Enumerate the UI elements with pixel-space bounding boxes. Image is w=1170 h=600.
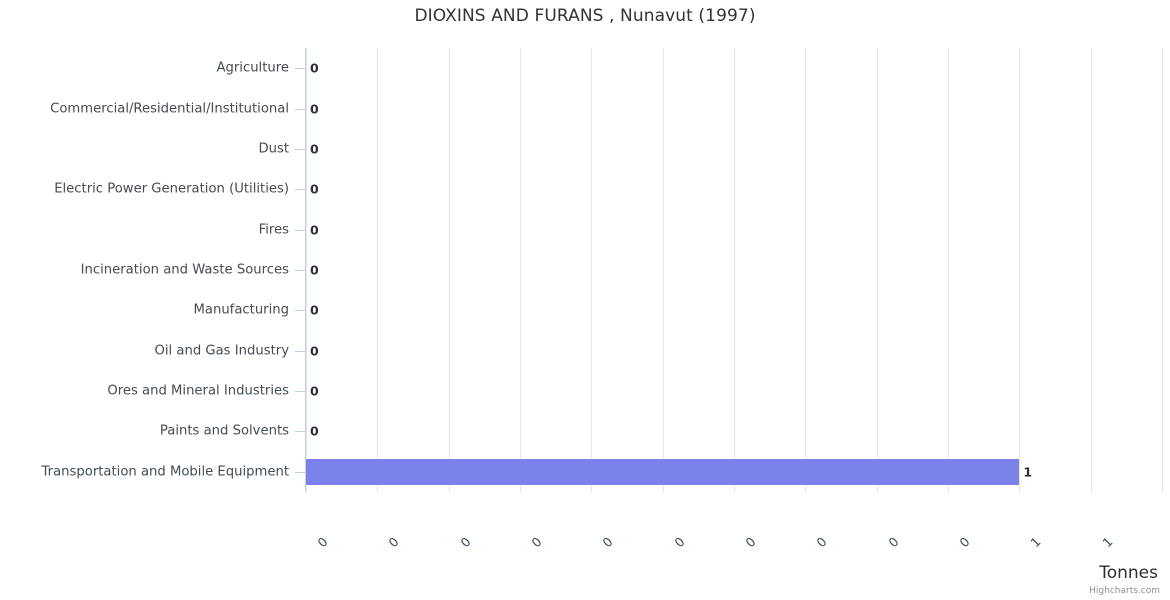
y-axis-category-label: Electric Power Generation (Utilities): [54, 181, 289, 197]
bar-data-label: 0: [310, 302, 319, 318]
bar-data-label: 0: [310, 262, 319, 278]
x-axis-tick-label: 0: [456, 534, 474, 551]
x-axis-tick-label: 0: [385, 534, 402, 551]
y-axis-category-label: Oil and Gas Industry: [154, 343, 289, 359]
gridline: [1019, 48, 1021, 492]
chart-category-row: Transportation and Mobile Equipment 1: [0, 452, 1170, 492]
x-axis-tick-label: 0: [528, 534, 545, 551]
y-axis-category-label: Agriculture: [216, 60, 289, 76]
bar-data-label: 0: [310, 101, 319, 117]
highcharts-credits: Highcharts.com: [1089, 586, 1160, 596]
x-axis-tick-label: 0: [742, 534, 759, 551]
x-axis-tick-label: 0: [813, 534, 830, 551]
y-axis-tick-mark: [295, 229, 305, 231]
chart-bar[interactable]: [306, 458, 1020, 485]
y-axis-tick-mark: [295, 431, 305, 433]
x-axis-tick-label: 1: [1027, 534, 1044, 551]
gridline: [377, 48, 379, 492]
y-axis-category-label: Commercial/Residential/Institutional: [50, 101, 289, 117]
gridline: [876, 48, 878, 492]
gridline: [948, 48, 949, 492]
x-axis-tick-label: 0: [314, 534, 331, 551]
y-axis-category-label: Dust: [258, 141, 289, 157]
bar-data-label: 0: [310, 141, 319, 157]
y-axis-category-label: Paints and Solvents: [159, 423, 289, 439]
y-axis-tick-mark: [295, 269, 305, 271]
x-axis-tick-label: 0: [599, 534, 616, 551]
gridline: [591, 48, 593, 492]
x-axis-tick-label: 0: [884, 534, 902, 551]
x-axis-tick-label: 1: [1098, 534, 1116, 551]
chart-category-row: Commercial/Residential/Institutional 0: [0, 88, 1170, 128]
gridline: [1090, 48, 1092, 492]
gridline: [448, 48, 450, 492]
gridline: [306, 48, 307, 492]
y-axis-tick-mark: [295, 148, 305, 150]
chart-title: DIOXINS AND FURANS , Nunavut (1997): [414, 6, 756, 26]
x-axis-tick-label: 0: [956, 534, 973, 551]
gridline: [805, 48, 807, 492]
chart-category-row: Oil and Gas Industry 0: [0, 331, 1170, 371]
gridline: [662, 48, 664, 492]
chart-category-row: Electric Power Generation (Utilities) 0: [0, 169, 1170, 209]
y-axis-category-label: Fires: [258, 222, 289, 238]
y-axis-category-label: Ores and Mineral Industries: [107, 383, 289, 399]
chart-category-row: Agriculture 0: [0, 48, 1170, 88]
bar-data-label: 0: [310, 181, 319, 197]
bar-data-label: 1: [1023, 464, 1033, 480]
chart-category-row: Dust 0: [0, 129, 1170, 169]
y-axis-category-label: Manufacturing: [193, 302, 290, 318]
y-axis-line: [305, 48, 306, 492]
chart-category-row: Ores and Mineral Industries 0: [0, 371, 1170, 411]
gridline: [734, 48, 735, 492]
chart-category-row: Fires 0: [0, 209, 1170, 249]
bar-data-label: 0: [310, 423, 319, 439]
y-axis-tick-mark: [295, 310, 305, 312]
chart-category-row: Manufacturing 0: [0, 290, 1170, 330]
y-axis-tick-mark: [295, 189, 305, 191]
chart-category-row: Paints and Solvents 0: [0, 411, 1170, 451]
x-axis-tick-label: 0: [670, 534, 688, 551]
bar-data-label: 0: [310, 60, 319, 76]
plot-area: [306, 48, 1163, 492]
y-axis-tick-mark: [295, 471, 305, 473]
y-axis-tick-mark: [295, 391, 305, 393]
chart-category-row: Incineration and Waste Sources 0: [0, 250, 1170, 290]
bar-data-label: 0: [310, 222, 319, 238]
y-axis-tick-mark: [295, 350, 305, 352]
gridline: [520, 48, 521, 492]
y-axis-category-label: Transportation and Mobile Equipment: [41, 464, 289, 480]
y-axis-category-label: Incineration and Waste Sources: [80, 262, 289, 278]
x-axis-title: Tonnes: [1099, 563, 1158, 583]
gridline: [1162, 48, 1163, 492]
y-axis-tick-mark: [295, 68, 305, 70]
bar-data-label: 0: [310, 383, 319, 399]
bar-data-label: 0: [310, 343, 319, 359]
y-axis-tick-mark: [295, 108, 305, 110]
